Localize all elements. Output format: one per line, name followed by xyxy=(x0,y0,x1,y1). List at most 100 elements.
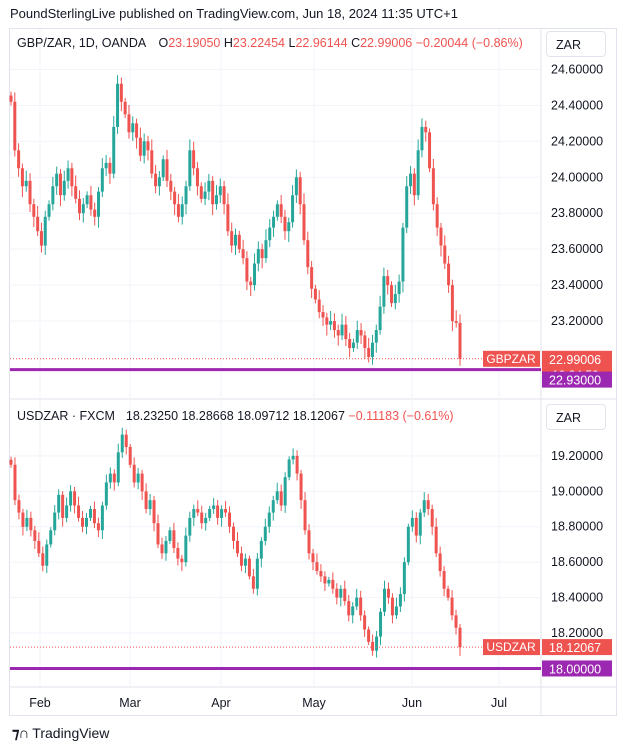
candle-body xyxy=(303,500,307,531)
candle-body xyxy=(434,526,438,554)
candle-body xyxy=(123,101,127,115)
candle-body xyxy=(184,535,188,563)
candle-body xyxy=(439,227,443,246)
y-tick-label: 24.60000 xyxy=(551,62,603,76)
candle-body xyxy=(207,180,211,192)
candle-body xyxy=(74,186,78,199)
candle-body xyxy=(85,195,89,205)
candle-body xyxy=(347,601,351,616)
pane2-open-value: 18.23250 xyxy=(125,409,179,423)
candle-body xyxy=(116,452,120,483)
candle-body xyxy=(93,209,97,217)
price-tag-label-box xyxy=(483,639,540,656)
candle-body xyxy=(237,234,241,250)
pane2-high-value: 18.28668 xyxy=(181,409,234,423)
y-tick-label: 23.20000 xyxy=(551,314,603,328)
x-tick-label: Jul xyxy=(491,696,507,710)
candle-body xyxy=(228,512,232,527)
candle-body xyxy=(232,526,236,541)
candle-body xyxy=(307,530,311,554)
candle-body xyxy=(319,571,323,577)
candle-body xyxy=(160,544,164,554)
candle-body xyxy=(81,204,85,214)
candle-body xyxy=(88,509,92,518)
candle-body xyxy=(321,312,325,318)
pane1-close-label: C xyxy=(351,36,361,50)
candle-body xyxy=(116,83,120,127)
y-tick-label: 23.80000 xyxy=(551,206,603,220)
candle-body xyxy=(169,180,173,192)
candle-body xyxy=(165,159,169,181)
chart-frame xyxy=(9,28,617,716)
candle-body xyxy=(253,263,257,286)
candle-body xyxy=(251,576,255,589)
x-tick-label: Mar xyxy=(119,696,141,710)
candle-body xyxy=(53,512,57,531)
pane2-legend: USDZAR · FXCM 18.23250 18.28668 18.09712… xyxy=(17,409,454,423)
candle-body xyxy=(39,231,43,246)
candle-body xyxy=(100,168,104,192)
pane2-currency-button[interactable]: ZAR xyxy=(546,404,606,430)
candle-body xyxy=(24,180,28,187)
candle-body xyxy=(89,195,93,210)
candle-body xyxy=(208,509,212,518)
candle-body xyxy=(283,216,287,232)
candle-body xyxy=(420,126,424,151)
candle-body xyxy=(119,83,123,102)
candle-body xyxy=(291,455,295,460)
pane2-low-value: 18.09712 xyxy=(237,409,290,423)
candle-body xyxy=(371,641,375,651)
candle-body xyxy=(359,597,363,616)
candle-body xyxy=(264,240,268,259)
price-value-text: 22.99006 xyxy=(549,353,601,367)
candle-body xyxy=(302,204,306,241)
y-tick-label: 23.40000 xyxy=(551,278,603,292)
candle-body xyxy=(416,150,420,196)
candle-body xyxy=(37,540,41,554)
candle-body xyxy=(405,186,409,228)
candle-body xyxy=(279,204,283,217)
candle-body xyxy=(77,505,81,518)
pane2-change-value: −0.11183 (−0.61%) xyxy=(348,409,454,423)
candle-body xyxy=(164,540,168,554)
candle-body xyxy=(176,548,180,559)
candle-body xyxy=(447,263,451,286)
y-tick-label: 18.20000 xyxy=(551,626,603,640)
pane1-low-value: 22.96144 xyxy=(295,36,348,50)
candle-body xyxy=(299,473,303,501)
candle-body xyxy=(97,191,101,217)
support-value-tag xyxy=(542,371,612,388)
candle-body xyxy=(414,517,418,536)
candle-body xyxy=(294,177,298,196)
candle-body xyxy=(234,234,237,246)
candle-body xyxy=(57,494,61,513)
pane1-currency-button[interactable]: ZAR xyxy=(546,31,606,57)
candle-body xyxy=(275,204,279,217)
candle-body xyxy=(401,227,405,282)
candle-body xyxy=(386,276,390,286)
candle-body xyxy=(272,216,276,228)
candle-body xyxy=(188,150,192,187)
candle-body xyxy=(150,150,154,174)
candle-body xyxy=(172,530,176,548)
candle-body xyxy=(92,509,96,524)
candle-body xyxy=(247,558,251,577)
candle-body xyxy=(100,505,104,531)
price-tag-label: GBPZAR xyxy=(486,352,536,366)
candle-body xyxy=(29,517,33,531)
tradingview-footer[interactable]: ⁊∩ TradingView xyxy=(12,724,109,742)
y-tick-label: 24.00000 xyxy=(551,170,603,184)
candle-body xyxy=(295,455,299,474)
candle-body xyxy=(21,512,25,527)
candle-body xyxy=(287,459,291,478)
candle-body xyxy=(331,579,335,589)
candle-body xyxy=(49,530,53,545)
candle-body xyxy=(310,267,314,289)
price-tag-label: USDZAR xyxy=(486,640,536,654)
candle-body xyxy=(291,195,295,223)
pane1-high-label: H xyxy=(223,36,233,50)
candle-body xyxy=(43,216,47,246)
candle-body xyxy=(406,526,410,563)
pane1-legend: GBP/ZAR, 1D, OANDA O23.19050 H23.22454 L… xyxy=(17,36,523,50)
